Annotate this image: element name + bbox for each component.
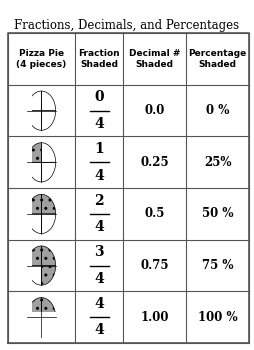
Wedge shape	[27, 317, 41, 337]
Wedge shape	[41, 194, 56, 214]
Text: Fraction
Shaded: Fraction Shaded	[78, 49, 120, 69]
Text: 4: 4	[94, 220, 104, 234]
Text: 2: 2	[94, 194, 104, 208]
Text: 0.75: 0.75	[140, 259, 169, 272]
Wedge shape	[27, 298, 41, 317]
Text: Pizza Pie
(4 pieces): Pizza Pie (4 pieces)	[16, 49, 67, 69]
Wedge shape	[41, 162, 56, 182]
Wedge shape	[27, 162, 41, 182]
Text: 3: 3	[94, 245, 104, 259]
Wedge shape	[41, 91, 56, 111]
Text: 4: 4	[94, 297, 104, 311]
Text: 4: 4	[94, 117, 104, 131]
Text: 1: 1	[94, 142, 104, 156]
Text: 100 %: 100 %	[198, 311, 237, 324]
Text: 0: 0	[94, 91, 104, 105]
Text: 25%: 25%	[204, 156, 231, 169]
Wedge shape	[27, 194, 41, 214]
Wedge shape	[41, 298, 56, 317]
Wedge shape	[27, 246, 41, 266]
Text: 0.25: 0.25	[140, 156, 169, 169]
Text: 0.5: 0.5	[145, 208, 165, 220]
Wedge shape	[41, 246, 56, 266]
Wedge shape	[27, 111, 41, 130]
Text: 1.00: 1.00	[140, 311, 169, 324]
Wedge shape	[27, 143, 41, 162]
Text: Fractions, Decimals, and Percentages: Fractions, Decimals, and Percentages	[14, 19, 240, 32]
Text: 50 %: 50 %	[202, 208, 233, 220]
Text: 4: 4	[94, 323, 104, 337]
Text: 4: 4	[94, 168, 104, 182]
Text: 75 %: 75 %	[202, 259, 233, 272]
Text: Decimal #
Shaded: Decimal # Shaded	[129, 49, 181, 69]
Wedge shape	[41, 266, 56, 285]
Wedge shape	[41, 317, 56, 337]
Text: Percentage
Shaded: Percentage Shaded	[188, 49, 247, 69]
Wedge shape	[41, 111, 56, 130]
Text: 0.0: 0.0	[145, 104, 165, 117]
Wedge shape	[27, 266, 41, 285]
Text: 4: 4	[94, 272, 104, 286]
Wedge shape	[41, 143, 56, 162]
Wedge shape	[27, 214, 41, 233]
Wedge shape	[41, 214, 56, 233]
Wedge shape	[27, 91, 41, 111]
Text: 0 %: 0 %	[206, 104, 229, 117]
